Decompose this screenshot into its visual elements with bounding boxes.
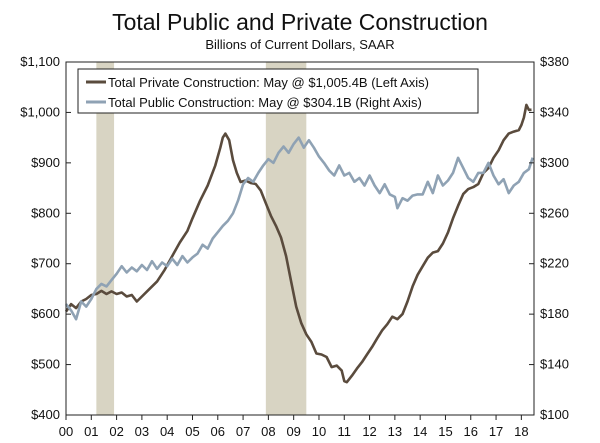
legend-box bbox=[77, 68, 479, 114]
left-axis-tick-label: $1,100 bbox=[20, 54, 60, 69]
right-axis-tick-label: $140 bbox=[540, 357, 569, 372]
x-axis-tick-label: 01 bbox=[84, 424, 98, 439]
x-axis-tick-label: 05 bbox=[185, 424, 199, 439]
x-axis-tick-label: 04 bbox=[160, 424, 174, 439]
x-axis-tick-label: 14 bbox=[413, 424, 427, 439]
right-axis-tick-label: $260 bbox=[540, 205, 569, 220]
left-axis-tick-label: $800 bbox=[31, 205, 60, 220]
plot-frame bbox=[65, 61, 535, 416]
x-axis-tick-label: 17 bbox=[489, 424, 503, 439]
series-lines bbox=[64, 103, 534, 384]
x-axis-tick-label: 15 bbox=[438, 424, 452, 439]
x-axis-tick-label: 16 bbox=[464, 424, 478, 439]
x-axis-tick-label: 13 bbox=[388, 424, 402, 439]
chart-subtitle: Billions of Current Dollars, SAAR bbox=[205, 37, 395, 52]
x-axis-tick-label: 00 bbox=[59, 424, 73, 439]
axes: $400 $500 $600 $700 $800 $900 $1,000 $1,100 $100… bbox=[20, 54, 569, 439]
right-axis-tick-label: $180 bbox=[540, 306, 569, 321]
left-axis-tick-label: $500 bbox=[31, 357, 60, 372]
chart-title: Total Public and Private Construction bbox=[112, 9, 488, 35]
left-axis-tick-label: $900 bbox=[31, 155, 60, 170]
x-axis-tick-label: 02 bbox=[109, 424, 123, 439]
legend-label-0: Total Private Construction: May @ $1,005… bbox=[108, 75, 429, 90]
x-axis-tick-label: 08 bbox=[261, 424, 275, 439]
series-line-private bbox=[64, 103, 532, 384]
right-axis-tick-label: $380 bbox=[540, 54, 569, 69]
right-axis-tick-label: $300 bbox=[540, 155, 569, 170]
x-axis-tick-label: 09 bbox=[286, 424, 300, 439]
left-axis-tick-label: $700 bbox=[31, 256, 60, 271]
series-line-public bbox=[64, 136, 534, 321]
right-axis-tick-label: $100 bbox=[540, 407, 569, 422]
recession-band-0 bbox=[96, 62, 115, 415]
x-axis-tick-label: 18 bbox=[514, 424, 528, 439]
recession-band-1 bbox=[265, 62, 307, 415]
legend: Total Private Construction: May @ $1,005… bbox=[77, 68, 479, 114]
x-axis-tick-label: 11 bbox=[338, 424, 352, 439]
left-axis-tick-label: $400 bbox=[31, 407, 60, 422]
legend-label-1: Total Public Construction: May @ $304.1B… bbox=[108, 95, 422, 110]
left-axis-tick-label: $600 bbox=[31, 306, 60, 321]
right-axis-tick-label: $220 bbox=[540, 256, 569, 271]
x-axis-tick-label: 03 bbox=[135, 424, 149, 439]
x-axis-tick-label: 06 bbox=[211, 424, 225, 439]
right-axis-tick-label: $340 bbox=[540, 104, 569, 119]
x-axis-tick-label: 10 bbox=[312, 424, 326, 439]
x-axis-tick-label: 12 bbox=[362, 424, 376, 439]
recession-bands bbox=[96, 62, 307, 415]
x-axis-tick-label: 07 bbox=[236, 424, 250, 439]
left-axis-tick-label: $1,000 bbox=[20, 104, 60, 119]
